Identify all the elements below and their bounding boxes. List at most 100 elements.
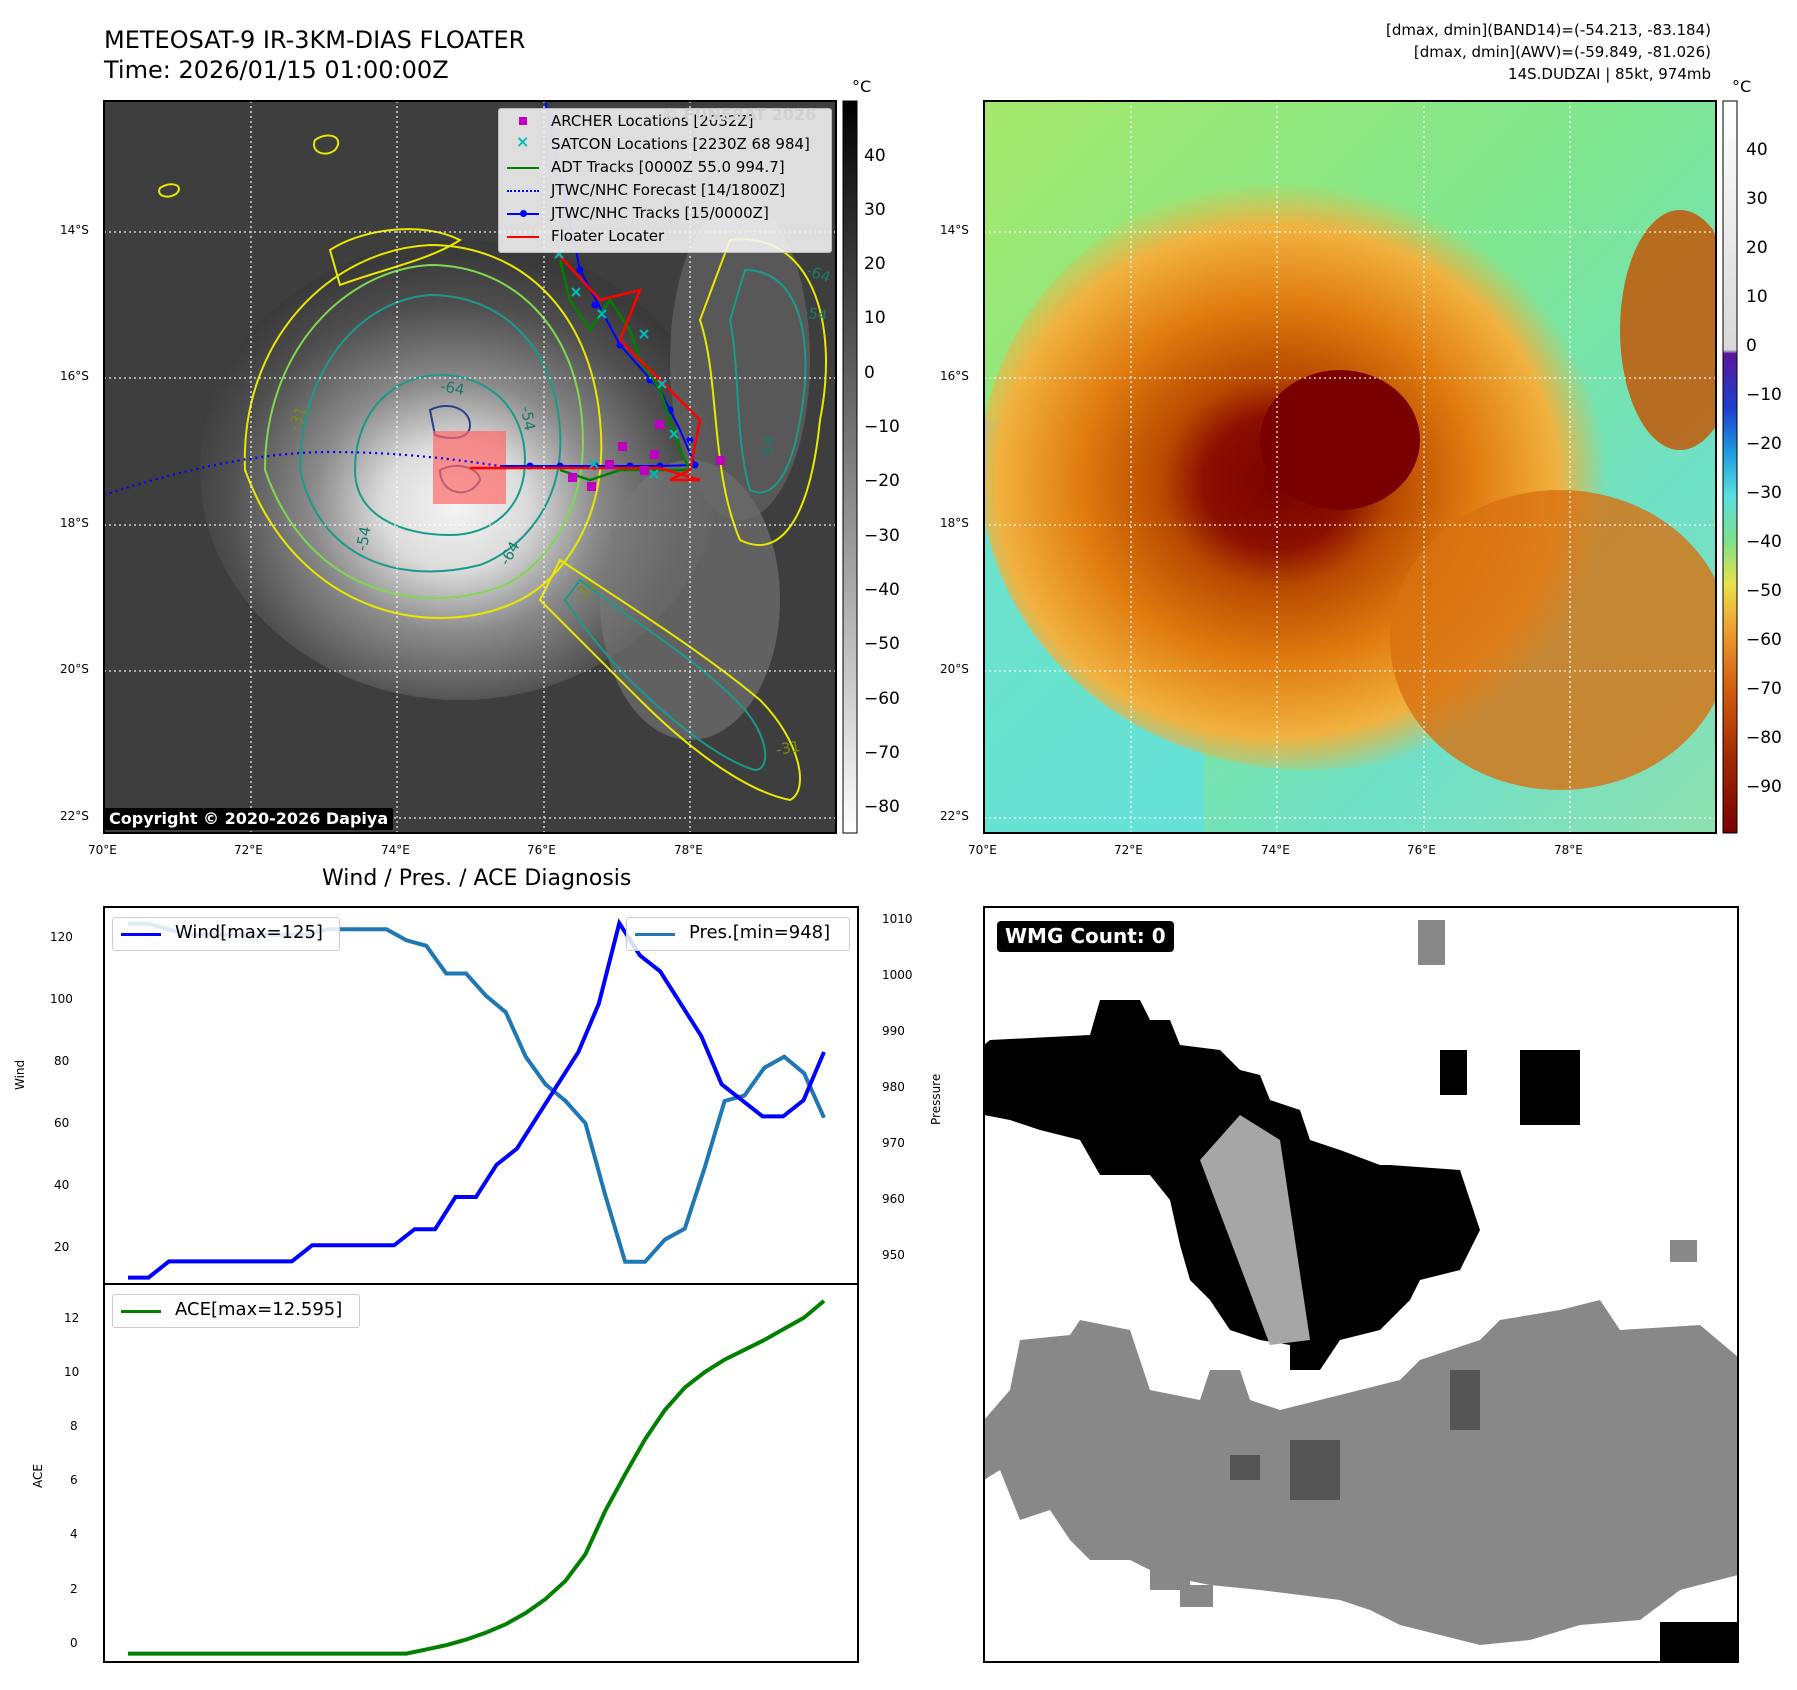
lon-label: 76°E: [527, 843, 556, 857]
lat-label: 20°S: [940, 662, 969, 676]
pressure-axis-label: Pressure: [929, 1073, 943, 1125]
copyright-badge: Copyright © 2020-2026 Dapiya: [104, 808, 394, 831]
pres-tick: 990: [882, 1024, 905, 1038]
dotted-line-icon: [507, 190, 539, 192]
contour-label: -54: [516, 404, 539, 433]
lon-label: 74°E: [1261, 843, 1290, 857]
wind-axis-label: Wind: [13, 1059, 27, 1090]
lat-label: 16°S: [60, 369, 89, 383]
lat-label: 18°S: [940, 516, 969, 530]
colorbar-tick: −10: [1746, 385, 1782, 405]
ace-legend: ACE[max=12.595]: [112, 1294, 360, 1328]
ace-axes-frame: [103, 1283, 859, 1663]
contour-label: -31: [569, 575, 601, 605]
colorbar-tick: −50: [1746, 581, 1782, 601]
ace-tick: 4: [70, 1527, 78, 1541]
awv-panel-frame: [983, 100, 1717, 834]
pres-tick: 1010: [882, 912, 913, 926]
colorbar-tick: −20: [864, 471, 900, 491]
contour-54: [298, 293, 562, 573]
pres-tick: 950: [882, 1248, 905, 1262]
lat-label: 18°S: [60, 516, 89, 530]
ir-colorbar-unit: °C: [852, 77, 872, 96]
colorbar-tick: 20: [864, 254, 886, 274]
colorbar-tick: −30: [1746, 483, 1782, 503]
ir-legend: ARCHER Locations [2032Z] × SATCON Locati…: [498, 108, 832, 253]
lon-label: 76°E: [1407, 843, 1436, 857]
contour-64: [353, 373, 527, 537]
lat-label: 16°S: [940, 369, 969, 383]
awv-storm-swirl: [984, 170, 1640, 770]
legend-label-jtwc-tracks: JTWC/NHC Tracks [15/0000Z]: [551, 204, 769, 222]
x-marker-icon: ×: [516, 132, 530, 151]
ir-rainband: [600, 460, 780, 740]
colorbar-tick: 30: [1746, 189, 1768, 209]
main-title: METEOSAT-9 IR-3KM-DIAS FLOATER: [104, 26, 526, 54]
wmg-count-badge: WMG Count: 0: [997, 921, 1174, 952]
line-marker-icon: [507, 167, 539, 169]
legend-label-jtwc-forecast: JTWC/NHC Forecast [14/1800Z]: [551, 181, 786, 199]
dot-icon: [520, 210, 527, 217]
legend-label-archer: ARCHER Locations [2032Z]: [551, 112, 754, 130]
wind-tick: 120: [50, 930, 73, 944]
wmg-panel-frame: [983, 906, 1739, 1663]
legend-label-satcon: SATCON Locations [2230Z 68 984]: [551, 135, 810, 153]
lat-label: 14°S: [60, 223, 89, 237]
awv-moist-region-left: [984, 420, 1204, 833]
awv-image-background: [984, 101, 1716, 833]
contour-east-band-yellow: [698, 238, 827, 546]
colorbar-tick: −70: [1746, 679, 1782, 699]
legend-label-floater: Floater Locater: [551, 227, 665, 245]
colorbar-tick: −90: [1746, 777, 1782, 797]
floater-locater-box: [433, 431, 506, 504]
wmg-black-region: [984, 1000, 1480, 1370]
ace-tick: 12: [64, 1311, 80, 1325]
lon-label: 72°E: [1114, 843, 1143, 857]
pressure-series-line: [128, 921, 826, 1264]
satcon-locations: [554, 249, 679, 479]
ace-tick: 6: [70, 1473, 78, 1487]
colorbar-tick: −40: [864, 580, 900, 600]
dmax-band14-text: [dmax, dmin](BAND14)=(-54.213, -83.184): [1386, 21, 1711, 39]
wind-tick: 40: [54, 1178, 70, 1192]
wind-tick: 20: [54, 1240, 70, 1254]
awv-east-cloud: [1620, 210, 1716, 450]
wind-tick: 80: [54, 1054, 70, 1068]
watermark-text: © FUNEBAT 2026: [662, 105, 817, 124]
lat-label: 14°S: [940, 223, 969, 237]
colorbar-tick: −60: [1746, 630, 1782, 650]
awv-eye-core: [1260, 370, 1420, 510]
wind-tick: 60: [54, 1116, 70, 1130]
lat-label: 22°S: [940, 809, 969, 823]
contour-label: -31: [774, 737, 802, 759]
jtwc-forecast-track: [104, 450, 501, 497]
lat-label: 20°S: [60, 662, 89, 676]
ace-tick: 2: [70, 1582, 78, 1596]
pres-tick: 980: [882, 1080, 905, 1094]
archer-locations: [568, 420, 725, 491]
colorbar-tick: −80: [1746, 728, 1782, 748]
awv-gridlines: [984, 101, 1716, 833]
wmg-lightgray-strip: [1200, 1115, 1310, 1345]
wmg-panel: [984, 907, 1738, 1662]
wind-legend: Wind[max=125]: [112, 917, 340, 951]
ace-series-line: [128, 1299, 826, 1656]
legend-item-satcon: × SATCON Locations [2230Z 68 984]: [499, 132, 829, 156]
ace-tick: 10: [64, 1365, 80, 1379]
contour-31-green: [263, 263, 584, 600]
lon-label: 74°E: [381, 843, 410, 857]
lon-label: 78°E: [1554, 843, 1583, 857]
ir-cloud-mass: [200, 240, 720, 700]
wind-pres-axes-frame: [103, 906, 859, 1285]
awv-colorbar-unit: °C: [1732, 77, 1752, 96]
wind-series-line: [128, 918, 826, 1280]
legend-item-floater: Floater Locater: [499, 226, 829, 248]
lon-label: 70°E: [88, 843, 117, 857]
ir-colorbar: [842, 100, 858, 834]
colorbar-tick: −10: [864, 417, 900, 437]
contour-north-blob: [158, 134, 340, 198]
legend-item-jtwc-forecast: JTWC/NHC Forecast [14/1800Z]: [499, 180, 829, 202]
storm-info-text: 14S.DUDZAI | 85kt, 974mb: [1508, 65, 1711, 83]
legend-item-archer: ARCHER Locations [2032Z]: [499, 111, 829, 133]
